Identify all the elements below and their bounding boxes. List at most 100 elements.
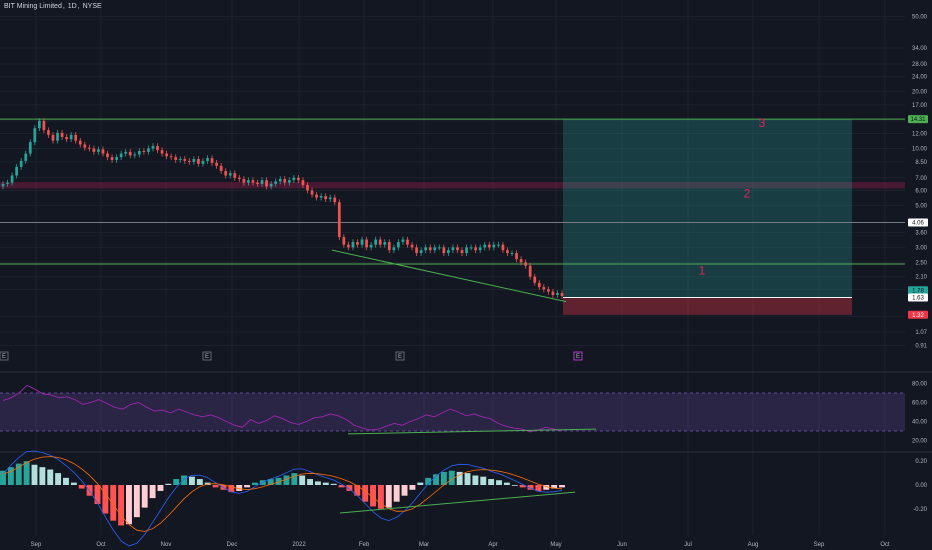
macd-bar (346, 485, 353, 491)
macd-bar (291, 473, 298, 485)
macd-bar (370, 485, 376, 507)
macd-bar (314, 481, 321, 485)
candle (469, 247, 473, 249)
macd-bar (472, 475, 479, 485)
price-tick: 20.00 (912, 90, 928, 96)
price-tag-label: 4.06 (912, 221, 924, 227)
candle (333, 197, 337, 203)
symbol-header[interactable]: BIT Mining Limited, 1D, NYSE (4, 3, 102, 10)
macd-bar (173, 479, 180, 485)
candle (110, 157, 114, 160)
candle (42, 120, 46, 131)
candle (260, 180, 264, 184)
macd-bar (181, 475, 188, 485)
macd-bar (47, 469, 54, 485)
macd-bar (330, 483, 337, 485)
price-tick: 12.00 (912, 132, 928, 138)
candle (247, 180, 250, 183)
macd-bar (519, 485, 526, 488)
candle (442, 247, 446, 254)
candle (137, 151, 141, 155)
candle (397, 242, 400, 248)
candle (451, 247, 455, 251)
zones: 1 2 3 (0, 116, 905, 315)
candle (33, 128, 37, 143)
candle (265, 180, 268, 187)
macd-bar (448, 470, 455, 485)
candle (169, 156, 173, 158)
candle (424, 247, 428, 251)
candle (106, 153, 109, 158)
macd-bar (267, 479, 274, 485)
candle (15, 166, 18, 176)
candle (319, 196, 323, 198)
candle (206, 158, 209, 161)
candle (274, 181, 278, 184)
candle (69, 134, 73, 140)
price-tag (908, 286, 928, 295)
macd-bar (0, 470, 6, 485)
price-tag-label: 1.78 (912, 288, 924, 294)
earnings-marker-label: E (576, 354, 580, 360)
price-tick: 7.00 (915, 176, 927, 182)
candle (174, 157, 178, 160)
candle (556, 293, 559, 296)
macd-bar (236, 485, 243, 491)
macd-bar (385, 485, 392, 508)
candle (478, 247, 482, 251)
macd-bar (511, 485, 518, 486)
candle (133, 154, 137, 156)
price-tick: 28.00 (912, 62, 928, 68)
candle (560, 293, 564, 296)
candle (165, 153, 168, 157)
candle (187, 160, 191, 162)
candle (224, 171, 228, 176)
rsi-tick: 80.00 (912, 382, 928, 388)
macd-bar (362, 485, 369, 502)
earnings-marker-label: E (205, 354, 209, 360)
candle (456, 247, 459, 251)
price-axis[interactable]: 50.0034.0028.0024.0020.0017.0014.0012.00… (908, 14, 928, 349)
candle (83, 144, 87, 148)
macd-bar (496, 480, 502, 485)
candle (160, 150, 164, 154)
price-tick: 3.00 (915, 245, 927, 251)
candle (142, 151, 146, 153)
time-label: Jun (617, 542, 627, 548)
candle (374, 239, 378, 245)
macd-bar (559, 485, 565, 488)
candle (24, 153, 28, 161)
candle (292, 177, 296, 181)
price-tag (908, 218, 928, 227)
candle (437, 247, 441, 249)
candle (242, 178, 246, 183)
time-label: Sep (814, 542, 825, 548)
candle (392, 247, 396, 251)
macd-bar (244, 485, 251, 488)
time-axis[interactable]: Sep Oct Nov Dec 2022 Feb Mar Apr May Jun Jul Aug Sep… (31, 542, 890, 548)
candle (301, 180, 305, 186)
signal-line (2, 456, 563, 532)
macd-bar (118, 485, 125, 526)
price-tag (908, 310, 928, 319)
candle (524, 262, 528, 266)
candle (147, 148, 150, 152)
candle (537, 282, 541, 288)
trendlines (331, 249, 567, 303)
candle (360, 239, 364, 245)
candle (528, 265, 532, 277)
price-tick: 10.00 (912, 147, 928, 153)
earnings-marker (0, 351, 9, 361)
candle (128, 151, 132, 156)
macd-bar (299, 475, 306, 485)
time-label: Jul (684, 542, 692, 548)
candle (506, 250, 509, 254)
time-label: Nov (161, 542, 172, 548)
candle (210, 158, 214, 163)
time-label: Oct (880, 542, 890, 548)
rsi-line (2, 384, 563, 433)
stop-box (563, 297, 852, 315)
candle (487, 244, 491, 248)
